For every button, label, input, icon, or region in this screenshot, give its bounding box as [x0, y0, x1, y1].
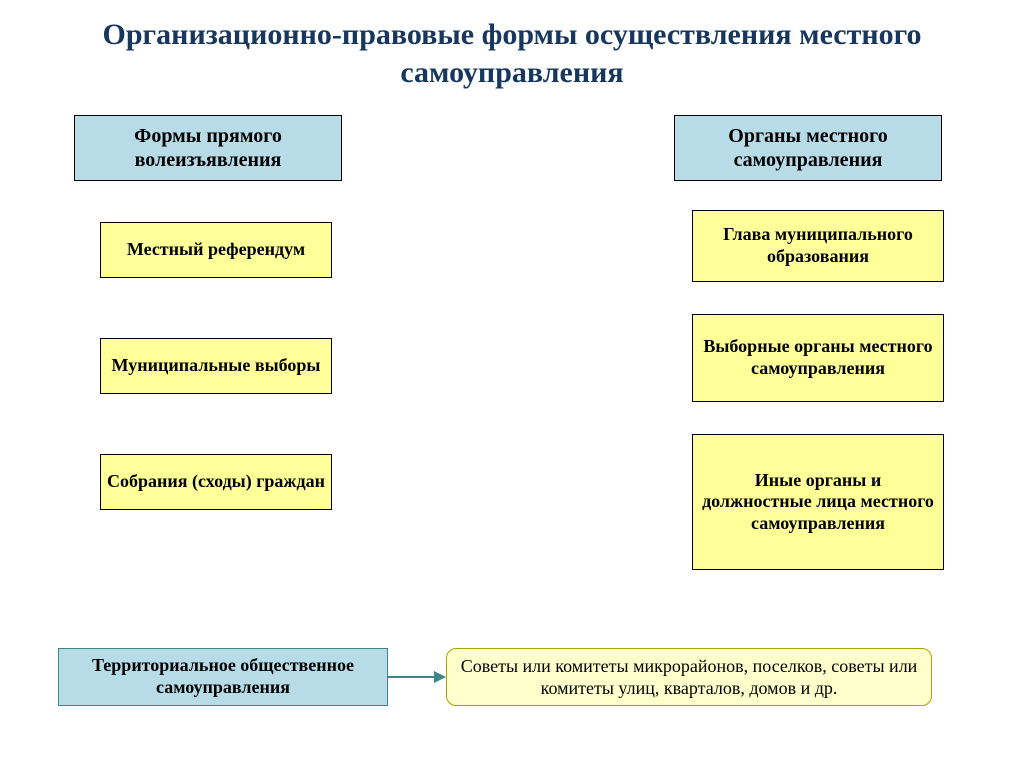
arrow-icon	[388, 664, 446, 690]
bottom-right-box: Советы или комитеты микрорайонов, поселк…	[446, 648, 932, 706]
page-title: Организационно-правовые формы осуществле…	[0, 0, 1024, 91]
right-item-1: Глава муниципального образования	[692, 210, 944, 282]
left-item-2: Муниципальные выборы	[100, 338, 332, 394]
left-item-1: Местный референдум	[100, 222, 332, 278]
right-item-3: Иные органы и должностные лица местного …	[692, 434, 944, 570]
right-item-2: Выборные органы местного самоуправления	[692, 314, 944, 402]
header-left: Формы прямого волеизъявления	[74, 115, 342, 181]
left-item-3: Собрания (сходы) граждан	[100, 454, 332, 510]
header-right: Органы местного самоуправления	[674, 115, 942, 181]
bottom-left-box: Территориальное общественное самоуправле…	[58, 648, 388, 706]
